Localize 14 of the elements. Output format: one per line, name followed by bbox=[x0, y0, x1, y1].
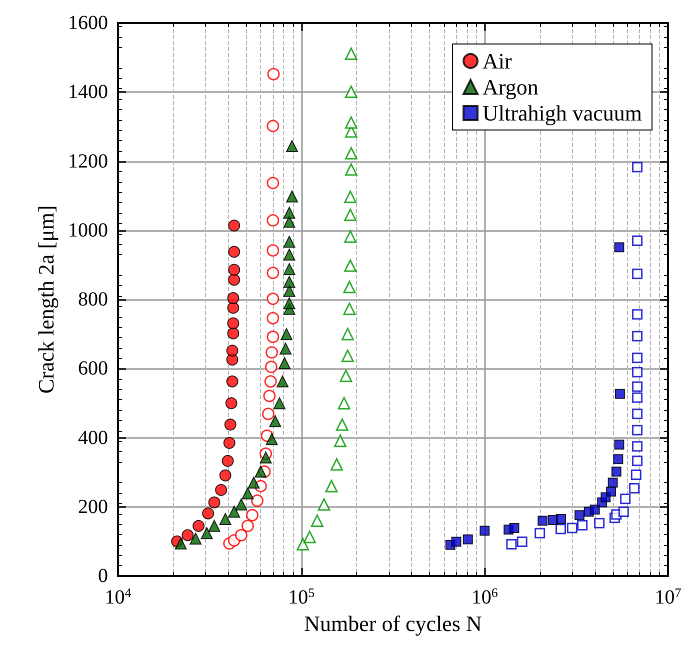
y-tick-label: 800 bbox=[78, 288, 108, 310]
y-axis-title: Crack length 2a [μm] bbox=[34, 205, 59, 394]
y-tick-label: 400 bbox=[78, 426, 108, 449]
y-tick-label: 1400 bbox=[68, 81, 108, 104]
x-axis-title: Number of cycles N bbox=[304, 610, 482, 636]
y-tick-label: 600 bbox=[78, 358, 108, 380]
y-tick-label: 200 bbox=[78, 496, 108, 518]
y-tick-label: 1000 bbox=[68, 219, 108, 242]
y-tick-label: 1600 bbox=[68, 12, 108, 34]
legend-label: Argon bbox=[482, 74, 538, 100]
y-tick-label: 0 bbox=[98, 565, 108, 587]
y-tick-label: 1200 bbox=[68, 150, 108, 172]
legend-label: Air bbox=[482, 48, 513, 74]
legend-label: Ultrahigh vacuum bbox=[482, 100, 642, 126]
